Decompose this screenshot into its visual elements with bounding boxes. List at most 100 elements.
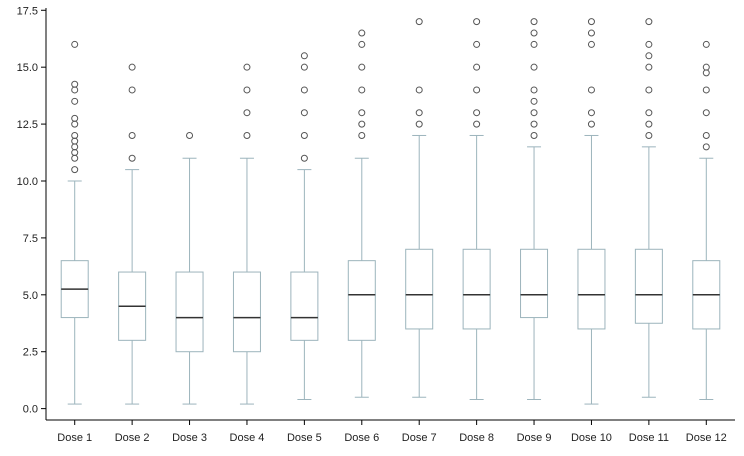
outlier-point	[300, 86, 308, 94]
outlier-point	[530, 86, 538, 94]
outlier-point	[243, 86, 251, 94]
outlier-point	[587, 40, 595, 48]
outlier-point	[300, 52, 308, 60]
y-axis: 0.0 2.5 5.0 7.5 10.0 12.5 15.0 17.5	[17, 5, 47, 420]
outlier-point	[530, 63, 538, 71]
outlier-point	[530, 109, 538, 117]
outlier-point	[473, 109, 481, 117]
outlier-point	[128, 63, 136, 71]
y-tick-label: 2.5	[23, 347, 38, 359]
x-tick-label: Dose 9	[517, 432, 552, 444]
outlier-point	[530, 29, 538, 37]
box-group	[692, 40, 721, 401]
outlier-point	[71, 120, 79, 128]
x-tick-label: Dose 7	[402, 432, 437, 444]
outlier-point	[587, 86, 595, 94]
x-tick-label: Dose 11	[629, 432, 669, 444]
outlier-point	[128, 131, 136, 139]
box-iqr	[232, 271, 261, 353]
x-axis: Dose 1 Dose 2 Dose 3 Dose 4 Dose 5 Dose 6 Dose…	[46, 419, 735, 444]
outlier-point	[358, 40, 366, 48]
outlier-point	[415, 18, 423, 26]
outlier-point	[358, 86, 366, 94]
box-group	[634, 18, 663, 398]
outlier-point	[71, 40, 79, 48]
outlier-point	[530, 97, 538, 105]
outlier-point	[530, 18, 538, 26]
outlier-point	[587, 120, 595, 128]
outlier-point	[71, 166, 79, 174]
outlier-point	[71, 131, 79, 139]
outlier-point	[71, 86, 79, 94]
box-group	[577, 18, 606, 405]
outlier-point	[645, 52, 653, 60]
box-group	[232, 63, 261, 405]
y-tick-label: 7.5	[23, 233, 38, 245]
outlier-point	[645, 109, 653, 117]
outlier-point	[702, 109, 710, 117]
outlier-point	[71, 97, 79, 105]
x-tick-label: Dose 10	[571, 432, 612, 444]
outlier-point	[71, 143, 79, 151]
box-iqr	[405, 248, 434, 330]
y-tick-label: 10.0	[17, 176, 38, 188]
outlier-point	[71, 149, 79, 157]
y-tick-label: 0.0	[23, 404, 38, 416]
outlier-point	[645, 86, 653, 94]
box-iqr	[347, 260, 376, 341]
outlier-point	[473, 120, 481, 128]
outlier-point	[71, 114, 79, 122]
outlier-point	[71, 80, 79, 88]
outlier-point	[645, 63, 653, 71]
outlier-point	[645, 131, 653, 139]
outlier-point	[415, 109, 423, 117]
outlier-point	[186, 131, 194, 139]
outlier-point	[128, 154, 136, 162]
outlier-point	[415, 86, 423, 94]
outlier-point	[702, 143, 710, 151]
box-group	[462, 18, 491, 401]
outlier-point	[530, 120, 538, 128]
box-group	[175, 131, 204, 405]
outlier-point	[473, 63, 481, 71]
x-tick-label: Dose 12	[686, 432, 727, 444]
outlier-point	[645, 120, 653, 128]
box-group	[520, 18, 549, 401]
outlier-point	[128, 86, 136, 94]
x-tick-label: Dose 1	[57, 432, 92, 444]
outlier-point	[71, 154, 79, 162]
outlier-point	[473, 40, 481, 48]
outlier-point	[645, 18, 653, 26]
outlier-point	[702, 63, 710, 71]
outlier-point	[300, 131, 308, 139]
outlier-point	[702, 131, 710, 139]
outlier-point	[530, 40, 538, 48]
box-iqr	[634, 248, 663, 324]
outlier-point	[243, 131, 251, 139]
outlier-point	[587, 18, 595, 26]
outlier-point	[358, 29, 366, 37]
outlier-point	[71, 137, 79, 145]
outlier-point	[300, 109, 308, 117]
box-iqr	[462, 248, 491, 330]
x-tick-label: Dose 5	[287, 432, 322, 444]
outlier-point	[702, 69, 710, 77]
x-tick-label: Dose 2	[115, 432, 150, 444]
box-iqr	[290, 271, 319, 341]
outlier-point	[530, 131, 538, 139]
box-group	[405, 18, 434, 398]
x-tick-label: Dose 3	[172, 432, 207, 444]
outlier-point	[702, 86, 710, 94]
y-tick-label: 5.0	[23, 290, 38, 302]
outlier-point	[473, 18, 481, 26]
outlier-point	[300, 154, 308, 162]
outlier-point	[358, 109, 366, 117]
outlier-point	[243, 109, 251, 117]
outlier-point	[645, 40, 653, 48]
y-tick-label: 12.5	[17, 119, 38, 131]
box-plot-series	[60, 18, 721, 405]
box-group	[60, 40, 89, 405]
box-iqr	[520, 248, 549, 319]
y-tick-label: 15.0	[17, 62, 38, 74]
